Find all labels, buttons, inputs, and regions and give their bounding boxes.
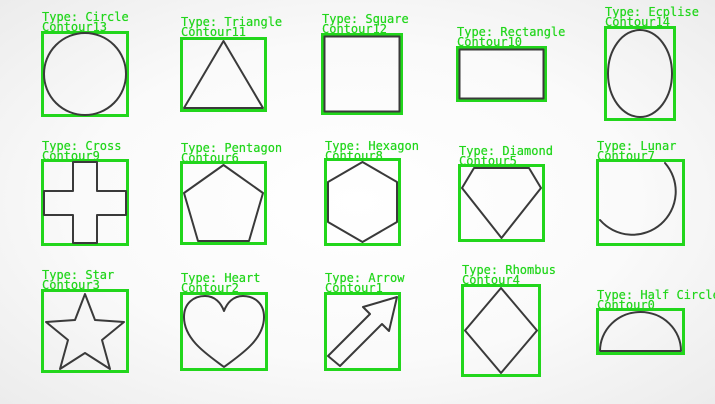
type-label-hexagon: Type: Hexagon — [325, 139, 419, 153]
type-label-ecplise: Type: Ecplise — [605, 5, 699, 19]
type-label-circle: Type: Circle — [42, 10, 129, 24]
triangle-shape — [183, 40, 264, 109]
type-label-heart: Type: Heart — [181, 271, 261, 285]
bounding-box-rectangle — [456, 46, 547, 102]
bounding-box-ecplise — [604, 26, 676, 121]
type-label-star: Type: Star — [42, 268, 115, 282]
type-label-triangle: Type: Triangle — [181, 15, 283, 29]
type-label-diamond: Type: Diamond — [459, 144, 553, 158]
type-label-cross: Type: Cross — [42, 139, 122, 153]
bounding-box-hexagon — [324, 158, 401, 246]
contour-label-circle: Contour13 — [42, 20, 108, 34]
type-label-rectangle: Type: Rectangle — [457, 25, 566, 39]
bounding-box-heart — [180, 292, 268, 371]
bounding-box-star — [41, 289, 129, 373]
contour-label-ecplise: Contour14 — [605, 15, 671, 29]
bounding-box-diamond — [458, 164, 545, 242]
type-label-rhombus: Type: Rhombus — [462, 263, 556, 277]
diamond-shape — [461, 167, 542, 239]
pentagon-shape — [183, 164, 264, 242]
cross-shape — [43, 161, 127, 244]
square-shape — [323, 35, 401, 113]
contour-label-square: Contour12 — [322, 22, 388, 36]
contour-label-rhombus: Contour4 — [462, 273, 520, 287]
arrow-shape — [327, 296, 398, 367]
type-label-pentagon: Type: Pentagon — [181, 141, 283, 155]
bounding-box-pentagon — [180, 161, 267, 245]
bounding-box-arrow — [324, 292, 401, 371]
bounding-box-circle — [41, 31, 129, 117]
type-label-square: Type: Square — [322, 12, 409, 26]
bounding-box-lunar — [596, 159, 685, 246]
hexagon-shape — [327, 161, 398, 243]
rectangle-shape — [458, 48, 545, 100]
ellipse-shape — [607, 29, 673, 118]
circle-shape — [43, 32, 127, 116]
contour-label-triangle: Contour11 — [181, 25, 247, 39]
bounding-box-triangle — [180, 37, 267, 112]
contour-label-arrow: Contour1 — [325, 281, 383, 295]
type-label-half-circle: Type: Half Circle — [597, 288, 715, 302]
type-label-arrow: Type: Arrow — [325, 271, 405, 285]
heart-shape — [183, 295, 265, 368]
bounding-box-square — [321, 33, 403, 115]
contour-label-star: Contour3 — [42, 278, 100, 292]
star-shape — [45, 293, 125, 370]
contour-label-heart: Contour2 — [181, 281, 239, 295]
rhombus-shape — [464, 287, 538, 374]
bounding-box-half-circle — [596, 308, 685, 355]
lunar-shape — [599, 162, 677, 236]
bounding-box-rhombus — [461, 284, 541, 377]
half-circle-shape — [599, 311, 682, 352]
bounding-box-cross — [41, 159, 129, 246]
contour-label-rectangle: Contour10 — [457, 35, 523, 49]
type-label-lunar: Type: Lunar — [597, 139, 677, 153]
